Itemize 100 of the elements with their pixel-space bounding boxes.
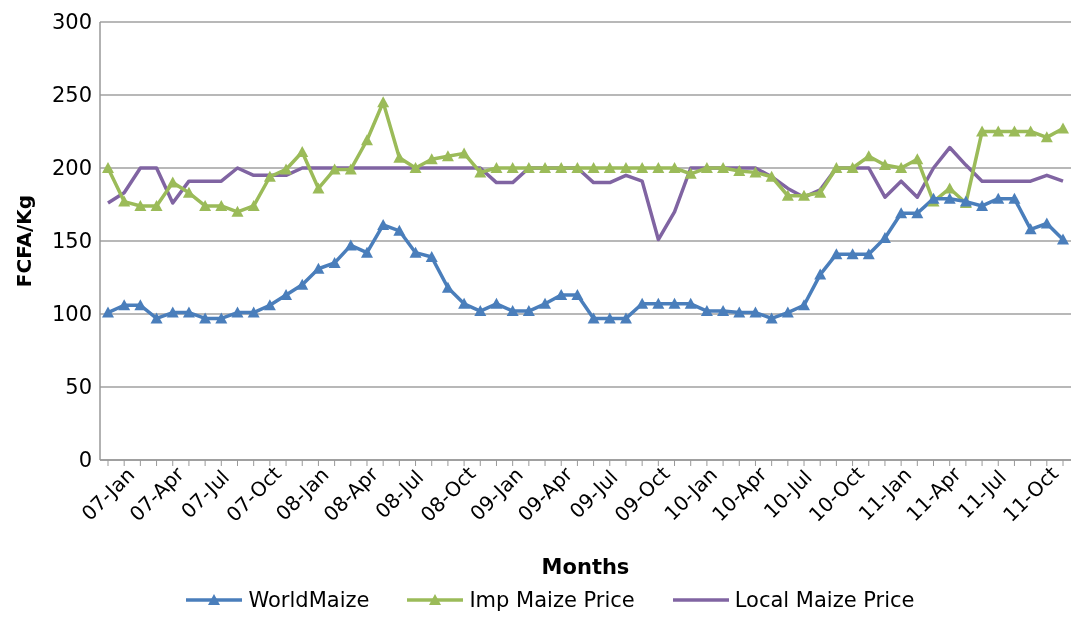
point <box>733 306 746 318</box>
point <box>603 162 616 173</box>
point <box>490 162 503 173</box>
point <box>798 189 811 201</box>
point <box>409 162 422 173</box>
y-tick-label: 0 <box>78 448 92 473</box>
point <box>652 162 665 173</box>
point <box>539 162 552 173</box>
point <box>344 239 357 251</box>
point <box>409 246 422 258</box>
point <box>668 297 681 309</box>
point <box>231 306 244 318</box>
point <box>425 251 438 263</box>
point <box>1024 125 1037 137</box>
point <box>587 312 600 324</box>
point <box>118 195 131 207</box>
point <box>1040 131 1053 143</box>
point <box>619 162 632 173</box>
point <box>360 134 373 146</box>
point <box>1008 125 1021 137</box>
point <box>830 162 843 173</box>
point <box>539 297 552 309</box>
point <box>571 289 584 301</box>
point <box>458 297 471 309</box>
point <box>377 218 390 230</box>
point <box>182 186 195 198</box>
point <box>344 163 357 175</box>
point <box>700 162 713 173</box>
point <box>247 199 260 211</box>
point <box>555 289 568 301</box>
point <box>199 199 212 211</box>
point <box>749 166 762 178</box>
point <box>296 278 309 290</box>
y-tick-label: 250 <box>51 83 92 108</box>
point <box>587 162 600 173</box>
point <box>846 162 859 173</box>
point <box>474 166 487 178</box>
point <box>943 192 956 204</box>
point <box>296 145 309 157</box>
point <box>765 170 778 182</box>
legend-label: Imp Maize Price <box>469 588 635 612</box>
point <box>328 163 341 175</box>
point <box>506 162 519 173</box>
point <box>992 192 1005 204</box>
point <box>134 199 147 211</box>
point <box>441 150 454 162</box>
point <box>717 162 730 173</box>
point <box>215 199 228 211</box>
point <box>684 297 697 309</box>
point <box>441 281 454 293</box>
point <box>1040 217 1053 229</box>
point <box>377 96 390 108</box>
point <box>312 262 325 274</box>
point <box>571 162 584 173</box>
point <box>474 305 487 317</box>
point <box>150 312 163 324</box>
legend-label: WorldMaize <box>248 588 370 612</box>
point <box>765 312 778 324</box>
point <box>749 306 762 318</box>
point <box>733 164 746 176</box>
point <box>862 248 875 260</box>
point <box>603 312 616 324</box>
y-tick-label: 200 <box>51 156 92 181</box>
point <box>215 312 228 324</box>
point <box>636 162 649 173</box>
point <box>798 299 811 311</box>
point <box>1057 122 1069 134</box>
point <box>102 162 114 173</box>
point <box>280 289 293 301</box>
point <box>247 306 260 318</box>
point <box>506 305 519 317</box>
point <box>878 159 891 171</box>
point <box>182 306 195 318</box>
point <box>846 248 859 260</box>
point <box>684 167 697 179</box>
x-axis-title: Months <box>541 555 630 579</box>
point <box>911 207 924 219</box>
point <box>280 163 293 175</box>
point <box>895 162 908 173</box>
y-axis-title: FCFA/Kg <box>12 194 37 288</box>
point <box>231 205 244 217</box>
point <box>636 297 649 309</box>
point <box>118 299 131 311</box>
point <box>1024 223 1037 235</box>
point <box>360 246 373 258</box>
point <box>522 305 535 317</box>
point <box>458 147 471 159</box>
point <box>652 297 665 309</box>
point <box>166 176 179 188</box>
point <box>1008 192 1021 204</box>
point <box>490 297 503 309</box>
point <box>166 306 179 318</box>
y-tick-label: 150 <box>51 229 92 254</box>
point <box>425 153 438 165</box>
point <box>976 199 989 211</box>
point <box>150 199 163 211</box>
point <box>393 224 406 236</box>
point <box>700 305 713 317</box>
y-tick-label: 50 <box>65 375 92 400</box>
point <box>781 306 794 318</box>
